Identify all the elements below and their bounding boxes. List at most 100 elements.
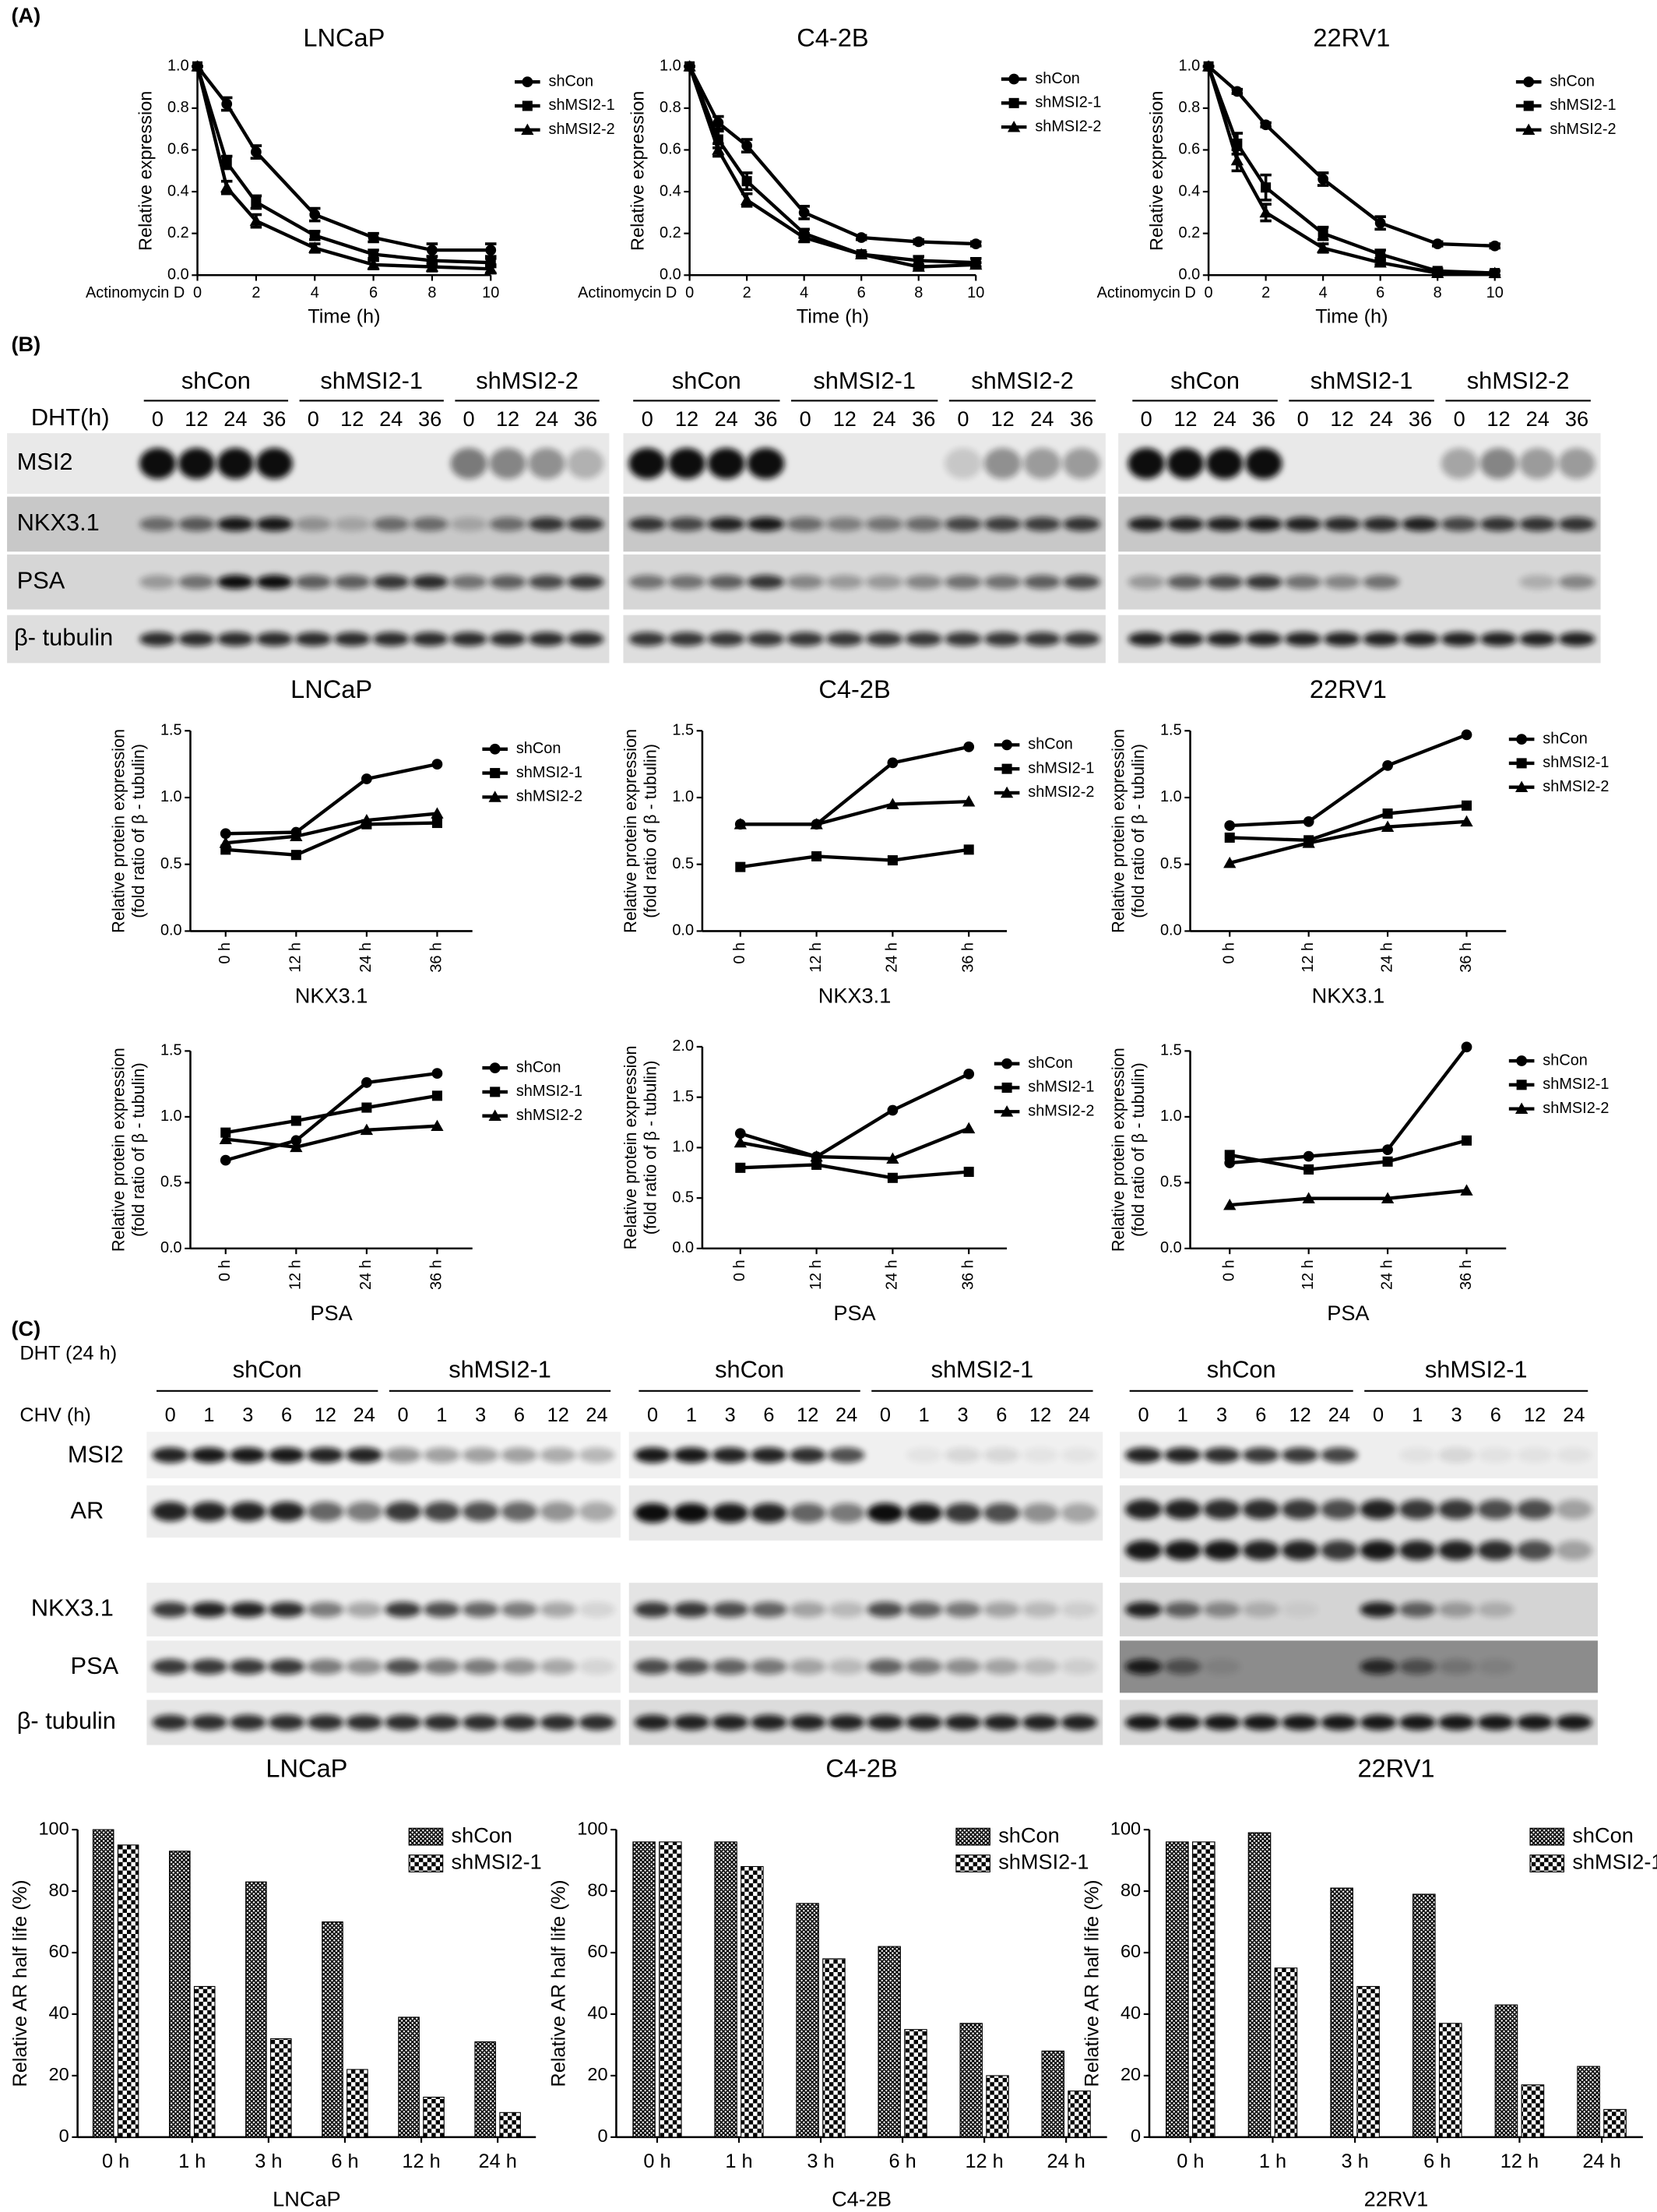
blot-band xyxy=(307,1502,344,1522)
series-line xyxy=(1207,65,1495,248)
blot-band xyxy=(501,1447,538,1464)
legend-marker xyxy=(1516,1080,1527,1090)
x-axis-label: NKX3.1 xyxy=(1312,984,1385,1008)
y-tick-label: 1.0 xyxy=(167,58,189,75)
x-tick-label: 24 h xyxy=(884,942,901,973)
x-tick-label: 12 h xyxy=(807,942,825,973)
data-point xyxy=(797,231,811,243)
blot-band xyxy=(268,1502,305,1522)
blot-band xyxy=(1321,1499,1358,1520)
data-point xyxy=(431,759,443,770)
data-point xyxy=(969,258,983,270)
blot-band xyxy=(450,448,487,479)
legend-label: shMSI2-1 xyxy=(452,1850,542,1874)
blot-time-label: 12 xyxy=(1524,1404,1546,1426)
series-line xyxy=(225,821,438,857)
blot-band xyxy=(489,632,526,646)
blot-band xyxy=(216,448,254,479)
blot-band xyxy=(1284,632,1321,646)
bar xyxy=(398,2017,420,2138)
blot-band xyxy=(628,516,667,531)
blot-time-label: 6 xyxy=(281,1404,292,1426)
blot-band xyxy=(1206,632,1244,646)
blot-band xyxy=(1477,1601,1515,1618)
blot-group-label: shMSI2-1 xyxy=(1425,1356,1528,1383)
data-point xyxy=(219,837,232,848)
y-tick-label: 60 xyxy=(1120,1941,1141,1961)
blot-band xyxy=(1203,1601,1240,1618)
blot-band xyxy=(462,1714,499,1731)
blot-band xyxy=(333,632,371,646)
data-point xyxy=(887,855,898,866)
blot-band xyxy=(268,1447,305,1464)
x-tick-label: 12 h xyxy=(287,1259,304,1290)
blot-band xyxy=(1516,1499,1553,1520)
data-point xyxy=(1316,241,1330,253)
data-point xyxy=(856,232,867,243)
blot-band xyxy=(1128,575,1165,590)
y-tick-label: 0.6 xyxy=(1179,141,1201,158)
series-line xyxy=(740,1163,969,1180)
data-point xyxy=(913,236,924,248)
blot-time-label: 0 xyxy=(1454,407,1465,431)
blot-band xyxy=(983,1601,1020,1618)
blot-band xyxy=(1402,516,1439,531)
legend-marker xyxy=(1522,123,1536,136)
data-point xyxy=(887,1104,899,1116)
blot-band xyxy=(905,516,943,531)
blot-band xyxy=(867,1502,904,1523)
data-point xyxy=(290,830,303,842)
blot-band xyxy=(865,575,903,590)
x-tick-label: 36 h xyxy=(428,942,445,973)
blot-row-label: MSI2 xyxy=(68,1440,124,1467)
blot-chase-label: CHV (h) xyxy=(19,1404,91,1426)
blot-band xyxy=(385,1658,421,1675)
x-tick-label: 8 xyxy=(1434,284,1442,301)
blot-band xyxy=(1063,516,1100,531)
data-point xyxy=(308,241,322,253)
series-line xyxy=(1207,65,1495,275)
data-point xyxy=(962,794,976,807)
x-axis-label: LNCaP xyxy=(273,2187,341,2211)
bar xyxy=(322,1921,343,2138)
data-point xyxy=(886,798,899,809)
data-point xyxy=(361,1102,372,1113)
x-tick-label: 0 h xyxy=(216,1259,234,1281)
series-line xyxy=(195,65,491,271)
blot-time-label: 3 xyxy=(1451,1404,1462,1426)
chart-title: 22RV1 xyxy=(1310,675,1387,703)
blot-band xyxy=(1281,1714,1319,1731)
blot-time-label: 12 xyxy=(315,1404,336,1426)
blot-band xyxy=(1363,516,1400,531)
blot-band xyxy=(1128,632,1165,646)
blot-treatment-label: DHT (24 h) xyxy=(19,1342,117,1364)
blot-band xyxy=(462,1502,499,1522)
blot-band xyxy=(751,1447,787,1464)
x-tick-label: 0 h xyxy=(102,2150,129,2172)
blot-band xyxy=(1437,1499,1476,1520)
data-point xyxy=(191,60,204,72)
blot-band xyxy=(1242,1499,1279,1520)
blot-band xyxy=(229,1502,266,1522)
data-point xyxy=(887,1172,898,1183)
blot-band xyxy=(983,1447,1020,1464)
series-line xyxy=(740,799,969,826)
y-axis-label: Relative AR half life (%) xyxy=(548,1879,570,2087)
blot-time-label: 0 xyxy=(1297,407,1309,431)
blot-band xyxy=(1323,516,1361,531)
data-point xyxy=(811,1159,822,1170)
data-point xyxy=(855,248,868,259)
blot-band xyxy=(1022,1714,1059,1731)
blot-band xyxy=(751,1502,787,1523)
blot-time-label: 0 xyxy=(800,407,811,431)
y-tick-label: 0.8 xyxy=(167,99,189,116)
bar xyxy=(1577,2066,1600,2138)
x-tick-label: 2 xyxy=(1261,284,1270,301)
y-axis-label: Relative protein expression xyxy=(621,1045,640,1249)
blot-band xyxy=(634,1601,671,1618)
blot-band xyxy=(307,1447,344,1464)
data-point xyxy=(734,1128,746,1139)
series-line xyxy=(1230,804,1467,843)
blot-band xyxy=(983,1714,1020,1731)
blot-band xyxy=(747,632,785,646)
